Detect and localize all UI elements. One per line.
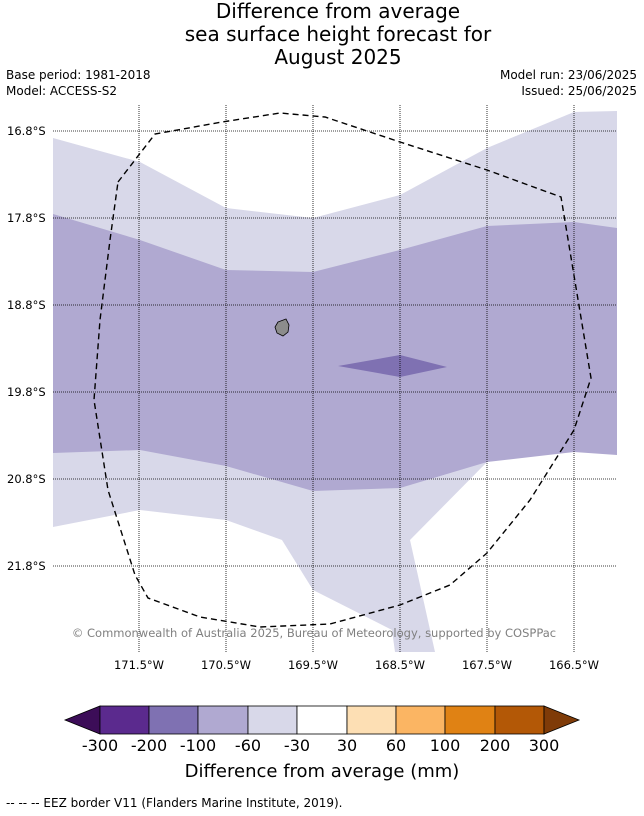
lat-label-4: 19.8°S xyxy=(7,385,46,399)
colorbar-tick-6: 30 xyxy=(336,736,358,755)
lat-label-6: 21.8°S xyxy=(7,559,46,573)
lat-label-1: 16.8°S xyxy=(7,124,46,138)
colorbar-tick-2: -200 xyxy=(130,736,168,755)
eez-border xyxy=(93,112,592,628)
longitude-labels: 171.5°W 170.5°W 169.5°W 168.5°W 167.5°W … xyxy=(114,658,599,672)
lat-label-2: 17.8°S xyxy=(7,211,46,225)
colorbar-tick-4: -60 xyxy=(234,736,262,755)
colorbar-extend-low xyxy=(63,705,101,735)
lon-label-1: 171.5°W xyxy=(114,658,164,672)
contour-band-dark xyxy=(338,355,447,377)
lat-label-5: 20.8°S xyxy=(7,472,46,486)
colorbar-tick-8: 100 xyxy=(429,736,461,755)
grid-lines xyxy=(53,105,617,652)
lon-label-5: 167.5°W xyxy=(462,658,512,672)
colorbar-swatch-9 xyxy=(494,705,545,735)
latitude-labels: 16.8°S 17.8°S 18.8°S 19.8°S 20.8°S 21.8°… xyxy=(7,124,46,573)
colorbar-tick-5: -30 xyxy=(283,736,311,755)
issued-date: Issued: 25/06/2025 xyxy=(521,84,637,98)
title-line-3: August 2025 xyxy=(274,45,402,69)
map-area xyxy=(53,111,617,652)
colorbar-swatch-5 xyxy=(296,705,348,735)
model-run: Model run: 23/06/2025 xyxy=(499,68,637,82)
model-name: Model: ACCESS-S2 xyxy=(6,84,118,98)
copyright-text: © Commonwealth of Australia 2025, Bureau… xyxy=(72,626,556,640)
colorbar-swatch-8 xyxy=(444,705,496,735)
colorbar-extend-high xyxy=(543,705,581,735)
lon-label-4: 168.5°W xyxy=(375,658,425,672)
colorbar-tick-10: 300 xyxy=(528,736,560,755)
title-line-1: Difference from average xyxy=(215,0,461,23)
lat-label-3: 18.8°S xyxy=(7,298,46,312)
island-land xyxy=(274,318,290,337)
colorbar-swatch-6 xyxy=(346,705,397,735)
colorbar-swatch-4 xyxy=(247,705,298,735)
colorbar-tick-9: 200 xyxy=(479,736,511,755)
colorbar-swatch-3 xyxy=(197,705,249,735)
chart-title: Difference from average sea surface heig… xyxy=(0,0,644,69)
colorbar-swatch-2 xyxy=(148,705,199,735)
colorbar-tick-7: 60 xyxy=(385,736,407,755)
colorbar-swatch-1 xyxy=(99,705,150,735)
lon-label-6: 166.5°W xyxy=(549,658,599,672)
contour-band-medium xyxy=(53,214,617,491)
colorbar-tick-1: -300 xyxy=(81,736,119,755)
meta-left: Base period: 1981-2018 Model: ACCESS-S2 xyxy=(6,67,151,99)
colorbar-label: Difference from average (mm) xyxy=(184,761,460,782)
lon-label-3: 169.5°W xyxy=(288,658,338,672)
colorbar-tick-3: -100 xyxy=(179,736,217,755)
base-period: Base period: 1981-2018 xyxy=(6,68,151,82)
meta-right: Model run: 23/06/2025 Issued: 25/06/2025 xyxy=(500,67,637,99)
colorbar-swatch-7 xyxy=(395,705,446,735)
eez-legend-footer: -- -- -- EEZ border V11 (Flanders Marine… xyxy=(6,796,343,810)
lon-label-2: 170.5°W xyxy=(201,658,251,672)
title-line-2: sea surface height forecast for xyxy=(184,22,492,46)
colorbar xyxy=(63,705,581,735)
